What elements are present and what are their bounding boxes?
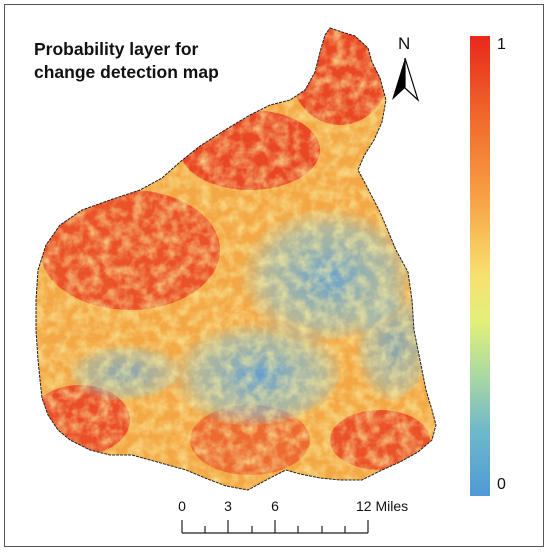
scale-label-0: 0 (178, 498, 186, 514)
map-title-line-1: Probability layer for (34, 39, 199, 59)
scale-label-12-miles: 12 Miles (356, 498, 409, 514)
north-label: N (398, 34, 411, 53)
legend-max-label: 1 (497, 36, 506, 53)
scale-label-6: 6 (271, 498, 279, 514)
north-arrow-icon (392, 57, 420, 102)
scale-label-3: 3 (224, 498, 232, 514)
legend-color-ramp (470, 36, 490, 496)
map-title-line-2: change detection map (34, 62, 219, 82)
map-title: Probability layer for change detection m… (34, 38, 219, 84)
scale-bar-graphic (181, 520, 369, 534)
probability-raster (36, 28, 436, 490)
region-boundary (35, 27, 437, 491)
legend-min-label: 0 (497, 476, 506, 493)
